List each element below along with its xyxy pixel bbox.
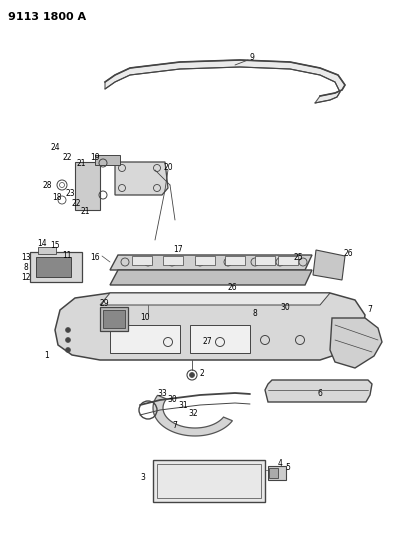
Text: 12: 12 [21, 273, 31, 282]
Text: 30: 30 [167, 395, 177, 405]
Text: 33: 33 [157, 389, 167, 398]
Circle shape [60, 182, 65, 188]
Text: 19: 19 [90, 152, 100, 161]
Polygon shape [110, 270, 312, 285]
Polygon shape [110, 255, 312, 270]
Circle shape [65, 337, 71, 343]
Text: 1: 1 [45, 351, 49, 359]
Text: 7: 7 [367, 305, 372, 314]
Text: 13: 13 [21, 254, 31, 262]
Bar [30, 252, 82, 282]
Text: 28: 28 [42, 181, 52, 190]
Text: 24: 24 [50, 143, 60, 152]
Bar [36, 257, 71, 277]
Text: 5: 5 [286, 464, 291, 472]
Polygon shape [105, 60, 345, 103]
Text: 14: 14 [37, 238, 47, 247]
Bar [132, 256, 152, 265]
Bar [278, 256, 298, 265]
Text: 7: 7 [173, 421, 178, 430]
Bar [157, 464, 261, 498]
Bar [153, 460, 265, 502]
Text: 10: 10 [140, 313, 150, 322]
Circle shape [189, 373, 194, 377]
Bar [103, 310, 125, 328]
Text: 26: 26 [343, 248, 353, 257]
Polygon shape [55, 293, 365, 360]
Text: 22: 22 [62, 152, 72, 161]
Text: 21: 21 [76, 158, 86, 167]
Polygon shape [265, 380, 372, 402]
Polygon shape [313, 250, 345, 280]
Bar [100, 307, 128, 331]
Polygon shape [330, 318, 382, 368]
Circle shape [65, 348, 71, 352]
Text: 18: 18 [52, 193, 62, 203]
Text: 8: 8 [23, 263, 28, 272]
Circle shape [65, 327, 71, 333]
Bar [269, 468, 278, 478]
Text: 21: 21 [80, 207, 90, 216]
Bar [255, 256, 275, 265]
Text: 27: 27 [202, 336, 212, 345]
Text: 9113 1800 A: 9113 1800 A [8, 12, 86, 22]
Bar [110, 325, 180, 353]
Text: 16: 16 [90, 254, 100, 262]
Polygon shape [100, 293, 330, 305]
Text: 20: 20 [163, 164, 173, 173]
Bar [195, 256, 215, 265]
Text: 31: 31 [178, 401, 188, 410]
Text: 26: 26 [227, 282, 237, 292]
Polygon shape [153, 395, 233, 436]
Text: 17: 17 [173, 245, 183, 254]
Text: 23: 23 [65, 190, 75, 198]
Bar [225, 256, 245, 265]
Bar [190, 325, 250, 353]
Text: 11: 11 [62, 252, 72, 261]
Text: 30: 30 [280, 303, 290, 312]
Polygon shape [75, 162, 100, 210]
Polygon shape [95, 155, 120, 165]
Text: 2: 2 [200, 368, 204, 377]
Text: 22: 22 [71, 198, 81, 207]
Text: 3: 3 [141, 473, 145, 482]
Text: 32: 32 [188, 408, 198, 417]
Text: 8: 8 [253, 309, 257, 318]
Bar [163, 256, 183, 265]
Polygon shape [115, 162, 168, 195]
Bar [268, 466, 286, 480]
Text: 6: 6 [318, 390, 323, 399]
Text: 29: 29 [99, 298, 109, 308]
Text: 9: 9 [249, 52, 254, 61]
Text: 25: 25 [293, 254, 303, 262]
Bar [38, 247, 56, 254]
Text: 15: 15 [50, 241, 60, 251]
Text: 4: 4 [277, 458, 282, 467]
